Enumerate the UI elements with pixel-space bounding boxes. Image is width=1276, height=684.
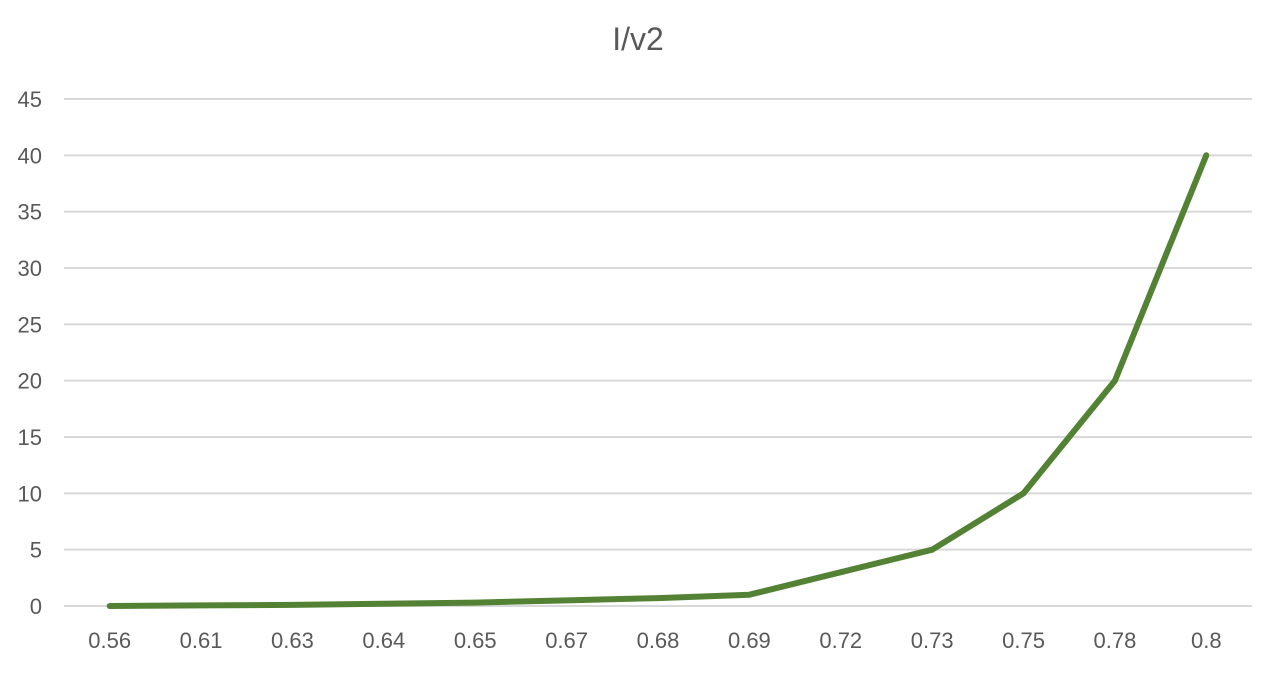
y-tick-label: 0 bbox=[30, 594, 42, 619]
x-tick-label: 0.8 bbox=[1191, 628, 1222, 653]
y-tick-label: 40 bbox=[18, 143, 42, 168]
series-layer bbox=[106, 152, 1210, 609]
y-axis-tick-labels: 0 5 10 15 20 25 30 35 40 45 bbox=[18, 87, 42, 619]
x-tick-label: 0.61 bbox=[180, 628, 223, 653]
x-tick-label: 0.63 bbox=[271, 628, 314, 653]
x-tick-label: 0.75 bbox=[1002, 628, 1045, 653]
x-tick-label: 0.72 bbox=[819, 628, 862, 653]
x-tick-label: 0.78 bbox=[1094, 628, 1137, 653]
y-tick-label: 30 bbox=[18, 256, 42, 281]
series-line-0 bbox=[106, 152, 1210, 609]
y-tick-label: 45 bbox=[18, 87, 42, 112]
x-tick-label: 0.73 bbox=[911, 628, 954, 653]
y-tick-label: 35 bbox=[18, 200, 42, 225]
y-tick-label: 15 bbox=[18, 425, 42, 450]
x-tick-label: 0.65 bbox=[454, 628, 497, 653]
y-tick-label: 25 bbox=[18, 312, 42, 337]
y-tick-label: 20 bbox=[18, 369, 42, 394]
x-tick-label: 0.64 bbox=[362, 628, 405, 653]
x-tick-label: 0.69 bbox=[728, 628, 771, 653]
y-tick-label: 5 bbox=[30, 538, 42, 563]
x-tick-label: 0.68 bbox=[637, 628, 680, 653]
y-tick-label: 10 bbox=[18, 481, 42, 506]
x-tick-label: 0.56 bbox=[88, 628, 131, 653]
x-axis-tick-labels: 0.56 0.61 0.63 0.64 0.65 0.67 0.68 0.69 0.72 0.73… bbox=[88, 628, 1221, 653]
chart-title: I/v2 bbox=[612, 21, 664, 57]
x-tick-label: 0.67 bbox=[545, 628, 588, 653]
gridlines bbox=[64, 98, 1252, 607]
